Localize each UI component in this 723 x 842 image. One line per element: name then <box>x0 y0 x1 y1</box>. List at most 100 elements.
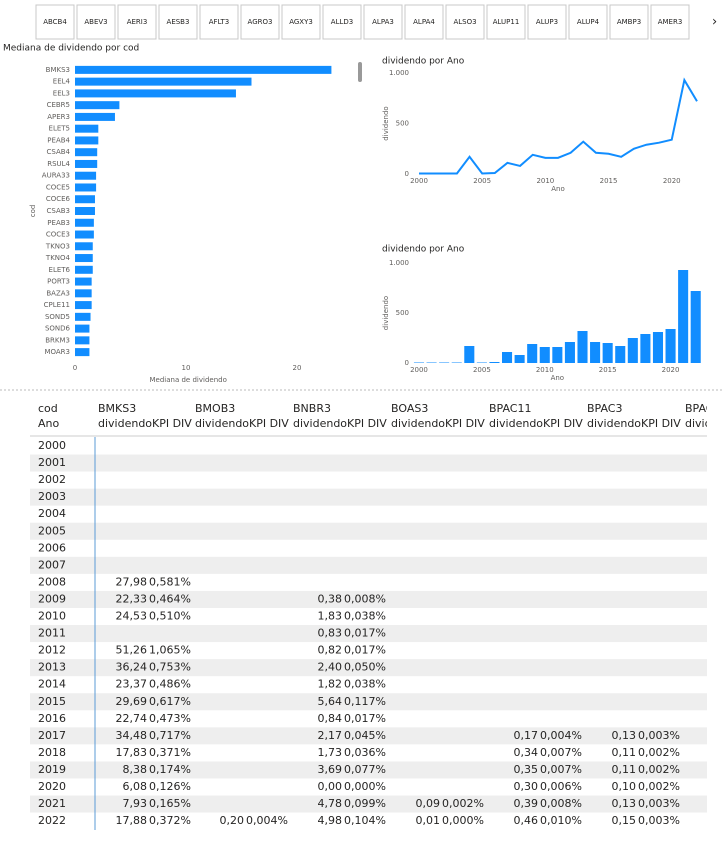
y-tick-label: TKNO3 <box>45 242 70 250</box>
row-label: 2013 <box>38 661 66 674</box>
cell: 22,33 <box>116 592 148 605</box>
bar <box>564 342 575 363</box>
y-tick-label: 500 <box>396 120 409 128</box>
x-tick-label: 2000 <box>410 177 428 185</box>
y-tick-label: COCE5 <box>46 183 70 191</box>
row-band <box>30 693 707 711</box>
column-header: BMKS3 <box>98 402 136 415</box>
slicer-button[interactable] <box>240 4 280 40</box>
slicer-button[interactable] <box>568 4 608 40</box>
y-tick-label: 0 <box>405 170 409 178</box>
cell: 0,117% <box>344 695 386 708</box>
row-label: 2019 <box>38 763 66 776</box>
row-label: 2000 <box>38 439 66 452</box>
row-label: 2006 <box>38 541 66 554</box>
cell: 0,09 <box>416 797 441 810</box>
cell: 36,24 <box>116 661 148 674</box>
slicer-button[interactable] <box>117 4 157 40</box>
slicer-label[interactable]: ALSO3 <box>453 18 476 26</box>
bar <box>75 159 98 168</box>
bar <box>75 136 99 145</box>
y-tick-label: 1.000 <box>389 259 409 267</box>
row-band <box>30 590 707 608</box>
cell: 0,036% <box>344 746 386 759</box>
y-tick-label: ELET5 <box>49 125 70 133</box>
row-band <box>30 522 707 540</box>
slicer-label[interactable]: AGXY3 <box>289 18 313 26</box>
measure-header: dividendo <box>391 417 445 430</box>
bar <box>640 334 651 363</box>
cell: 0,038% <box>344 678 386 691</box>
slicer-label[interactable]: AERI3 <box>127 18 148 26</box>
slicer-button[interactable] <box>609 4 649 40</box>
slicer-label[interactable]: ALUP11 <box>493 18 520 26</box>
slicer-label[interactable]: AESB3 <box>167 18 190 26</box>
bar <box>678 270 689 363</box>
slicer-button[interactable] <box>445 4 485 40</box>
cell: 0,13 <box>612 797 637 810</box>
y-tick-label: 0 <box>405 359 409 367</box>
x-tick-label: 0 <box>73 364 77 372</box>
bar <box>75 77 252 86</box>
slicer-button[interactable] <box>281 4 321 40</box>
line <box>419 77 698 175</box>
bar <box>439 362 450 363</box>
bar <box>75 289 92 298</box>
slicer-label[interactable]: AMER3 <box>658 18 683 26</box>
column-header: BPAC11 <box>489 402 532 415</box>
slicer-label[interactable]: ALUP4 <box>577 18 600 26</box>
y-tick-label: AURA33 <box>42 172 70 180</box>
bar <box>75 242 93 251</box>
slicer-label[interactable]: ALLD3 <box>331 18 353 26</box>
y-tick-label: BRKM3 <box>45 336 70 344</box>
cell: 0,39 <box>514 797 539 810</box>
cell: 8,38 <box>123 763 148 776</box>
bar <box>602 343 613 363</box>
slicer-button[interactable] <box>527 4 567 40</box>
slicer-label[interactable]: ALPA3 <box>372 18 394 26</box>
slicer-button[interactable] <box>158 4 198 40</box>
x-axis-label: Ano <box>551 185 565 193</box>
slicer-label[interactable]: ALPA4 <box>413 18 435 26</box>
cell: 0,717% <box>149 729 191 742</box>
y-tick-label: SOND6 <box>45 325 71 333</box>
slicer-button[interactable] <box>199 4 239 40</box>
column-header: BNBR3 <box>293 402 331 415</box>
slicer-label[interactable]: ABEV3 <box>84 18 107 26</box>
y-tick-label: ELET6 <box>49 266 71 274</box>
cell: 0,473% <box>149 712 191 725</box>
cell: 0,004% <box>540 729 582 742</box>
slicer-button[interactable] <box>322 4 362 40</box>
slicer-button[interactable] <box>76 4 116 40</box>
measure-header: KPI DIV <box>152 417 192 430</box>
slicer-button[interactable] <box>486 4 526 40</box>
cell: 0,11 <box>612 763 637 776</box>
slicer-button[interactable] <box>650 4 690 40</box>
slicer-button[interactable] <box>363 4 403 40</box>
slicer-label[interactable]: AFLT3 <box>209 18 229 26</box>
cell: 0,13 <box>612 729 637 742</box>
cell: 0,010% <box>540 814 582 827</box>
cell: 0,104% <box>344 814 386 827</box>
row-label: 2017 <box>38 729 66 742</box>
bar <box>451 362 462 363</box>
x-tick-label: 2020 <box>663 177 681 185</box>
measure-header: dividendo <box>98 417 152 430</box>
x-tick-label: 2010 <box>536 366 554 374</box>
cell: 17,83 <box>116 746 148 759</box>
slicer-button[interactable] <box>404 4 444 40</box>
slicer-label[interactable]: AMBP3 <box>617 18 641 26</box>
slicer-label[interactable]: ABCB4 <box>43 18 67 26</box>
slicer-next-arrow[interactable]: › <box>712 15 717 30</box>
measure-header: KPI DIV <box>543 417 583 430</box>
cell: 0,510% <box>149 610 191 623</box>
slicer-label[interactable]: ALUP3 <box>536 18 558 26</box>
cell: 0,008% <box>540 797 582 810</box>
slicer-button[interactable] <box>35 4 75 40</box>
x-tick-label: 2000 <box>410 366 428 374</box>
row-label: 2011 <box>38 627 66 640</box>
row-band <box>30 556 707 574</box>
x-tick-label: 10 <box>182 364 191 372</box>
slicer-label[interactable]: AGRO3 <box>248 18 273 26</box>
